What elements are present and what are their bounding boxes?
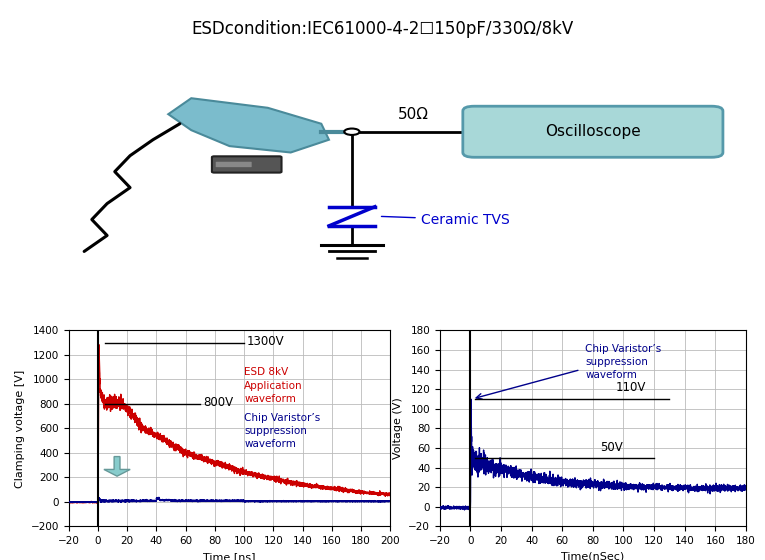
X-axis label: Time(nSec): Time(nSec): [562, 552, 624, 560]
Text: Ceramic TVS: Ceramic TVS: [382, 212, 509, 226]
Text: Chip Varistor’s
suppression
waveform: Chip Varistor’s suppression waveform: [244, 413, 321, 449]
Text: Chip Varistor’s
suppression
waveform: Chip Varistor’s suppression waveform: [585, 343, 662, 380]
Text: 800V: 800V: [203, 396, 233, 409]
Text: 50V: 50V: [601, 441, 623, 454]
Text: 50Ω: 50Ω: [398, 107, 428, 122]
Y-axis label: Clamping voltage [V]: Clamping voltage [V]: [15, 369, 25, 488]
Text: ESD 8kV
Application
waveform: ESD 8kV Application waveform: [244, 367, 303, 404]
X-axis label: Time [ns]: Time [ns]: [203, 552, 256, 560]
FancyArrow shape: [104, 456, 130, 476]
Y-axis label: Voltage (V): Voltage (V): [392, 398, 402, 459]
Text: Oscilloscope: Oscilloscope: [545, 124, 641, 139]
Circle shape: [344, 129, 360, 135]
FancyBboxPatch shape: [463, 106, 723, 157]
Text: 110V: 110V: [616, 381, 646, 394]
Text: 1300V: 1300V: [247, 335, 285, 348]
FancyBboxPatch shape: [216, 162, 252, 167]
Polygon shape: [168, 98, 329, 152]
FancyBboxPatch shape: [212, 156, 282, 172]
Text: ESDcondition:IEC61000-4-2☐150pF/330Ω/8kV: ESDcondition:IEC61000-4-2☐150pF/330Ω/8kV: [191, 20, 574, 38]
